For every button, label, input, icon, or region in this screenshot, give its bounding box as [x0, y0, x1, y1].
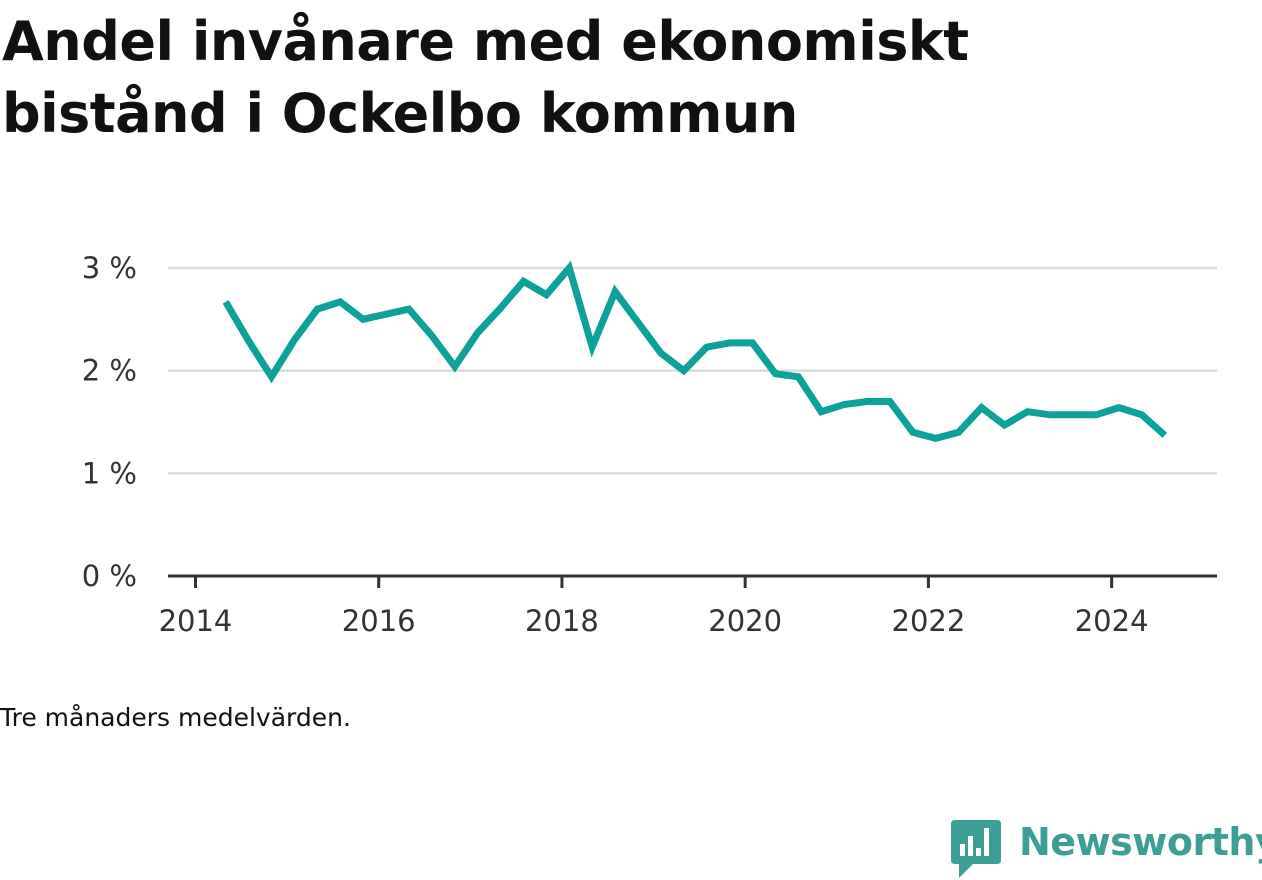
y-tick-label: 1 %	[82, 456, 137, 490]
x-tick-label: 2020	[708, 604, 782, 638]
gridlines	[168, 266, 1217, 475]
y-axis-ticks: 0 % 1 % 2 % 3 %	[82, 251, 137, 593]
x-tick-label: 2014	[159, 604, 233, 638]
line-chart: 0 % 1 % 2 % 3 % 2014 2016 2018 2020 2022 2024	[82, 251, 1217, 638]
newsworthy-logo-icon	[951, 820, 1001, 878]
y-tick-label: 0 %	[82, 559, 137, 593]
x-tick-label: 2022	[892, 604, 966, 638]
x-tick-label: 2016	[342, 604, 416, 638]
x-axis: 2014 2016 2018 2020 2022 2024	[159, 574, 1217, 638]
brand-name: Newsworthy	[1019, 820, 1262, 864]
x-tick-label: 2024	[1075, 604, 1149, 638]
y-tick-label: 2 %	[82, 354, 137, 388]
chart-title: Andel invånare med ekonomiskt bistånd i …	[2, 10, 969, 145]
series-group	[222, 260, 1168, 443]
footnote: Tre månaders medelvärden.	[0, 703, 351, 732]
y-tick-label: 3 %	[82, 251, 137, 285]
x-tick-label: 2018	[525, 604, 599, 638]
series-line	[222, 260, 1168, 443]
brand-logo: Newsworthy	[951, 818, 1262, 880]
